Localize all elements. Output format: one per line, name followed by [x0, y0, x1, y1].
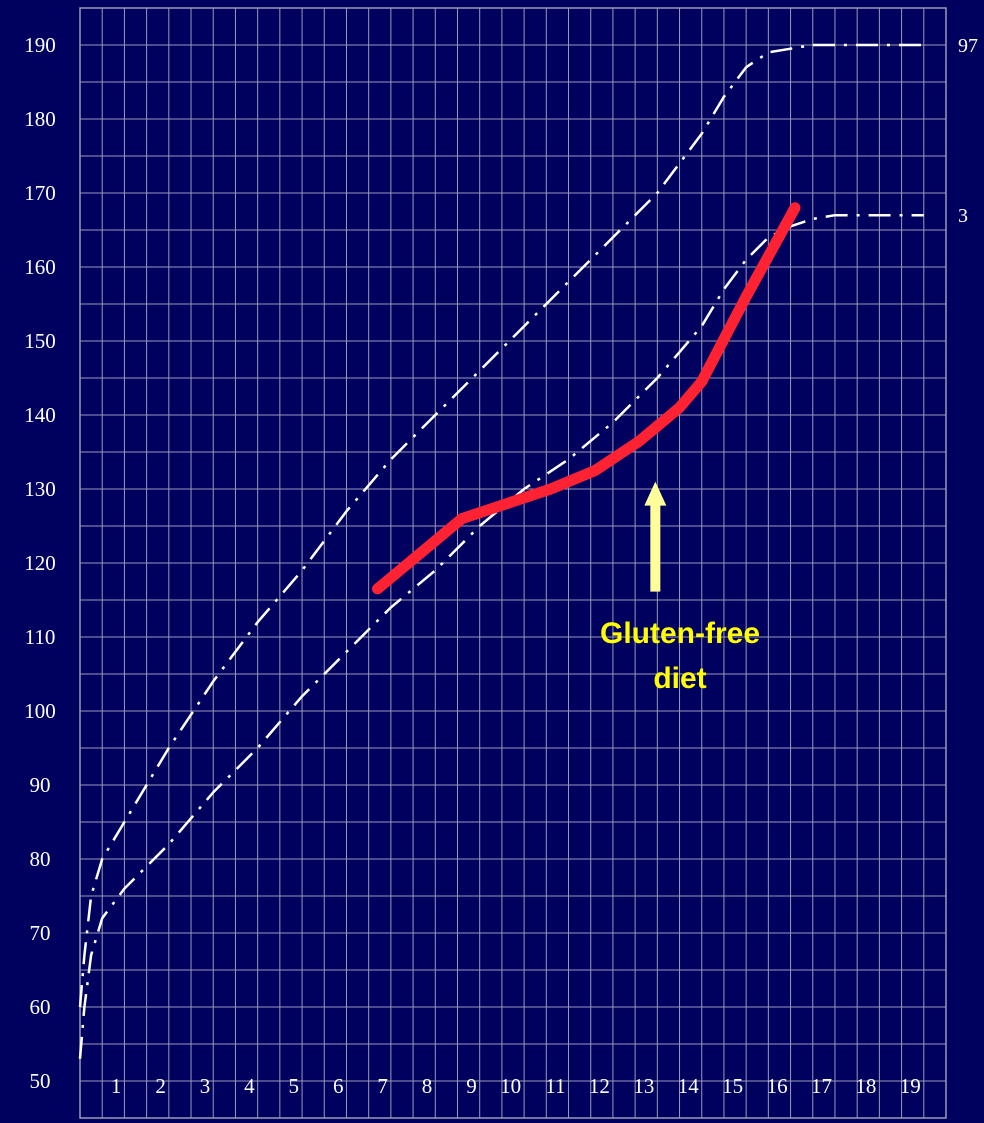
percentile-label: 97 — [958, 35, 978, 57]
percentile-curve-3 — [78, 213, 924, 1059]
y-tick-label: 60 — [30, 995, 51, 1019]
y-tick-label: 90 — [30, 773, 51, 797]
x-tick-label: 15 — [722, 1074, 743, 1098]
y-tick-label: 140 — [24, 403, 56, 427]
y-tick-label: 150 — [24, 329, 56, 353]
percentile-curve-97 — [78, 43, 924, 1008]
annotation-layer: Gluten-free diet — [600, 481, 760, 695]
patient-growth-line — [372, 202, 801, 595]
x-tick-label: 1 — [111, 1074, 122, 1098]
x-tick-label: 11 — [545, 1074, 565, 1098]
x-tick-label: 5 — [289, 1074, 300, 1098]
x-tick-label: 19 — [900, 1074, 921, 1098]
x-tick-label: 18 — [855, 1074, 876, 1098]
x-tick-label: 4 — [244, 1074, 255, 1098]
y-tick-label: 190 — [24, 33, 56, 57]
y-tick-label: 50 — [30, 1069, 51, 1093]
annotation-text: diet — [653, 662, 706, 695]
y-tick-label: 100 — [24, 699, 56, 723]
percentile-label: 3 — [958, 205, 968, 227]
x-tick-label: 13 — [633, 1074, 654, 1098]
x-tick-label: 12 — [589, 1074, 610, 1098]
annotation-text: Gluten-free — [600, 617, 760, 650]
x-tick-label: 17 — [811, 1074, 832, 1098]
grid — [79, 7, 947, 1119]
y-tick-label: 70 — [30, 921, 51, 945]
x-tick-label: 14 — [678, 1074, 700, 1098]
x-tick-label: 6 — [333, 1074, 344, 1098]
x-tick-label: 9 — [466, 1074, 477, 1098]
y-tick-label: 110 — [25, 625, 56, 649]
y-tick-label: 160 — [24, 255, 56, 279]
arrow-head — [644, 481, 667, 506]
y-axis-ticks: 50 60 70 80 90 100 110 120 130 140 150 160 170 180 190 — [24, 33, 56, 1093]
y-tick-label: 120 — [24, 551, 56, 575]
x-tick-label: 10 — [500, 1074, 521, 1098]
x-tick-label: 7 — [377, 1074, 388, 1098]
x-tick-label: 16 — [767, 1074, 788, 1098]
y-tick-label: 180 — [24, 107, 56, 131]
y-tick-label: 130 — [24, 477, 56, 501]
x-axis-ticks: 1 2 3 4 5 6 7 8 9 10 11 12 13 14 15 16 17 18 19 — [111, 1074, 921, 1098]
series-layer: 97 3 — [78, 35, 978, 1059]
x-tick-label: 3 — [200, 1074, 211, 1098]
x-tick-label: 2 — [155, 1074, 166, 1098]
x-tick-label: 8 — [422, 1074, 433, 1098]
arrow-shaft — [650, 503, 661, 592]
y-tick-label: 80 — [30, 847, 51, 871]
y-tick-label: 170 — [24, 181, 56, 205]
